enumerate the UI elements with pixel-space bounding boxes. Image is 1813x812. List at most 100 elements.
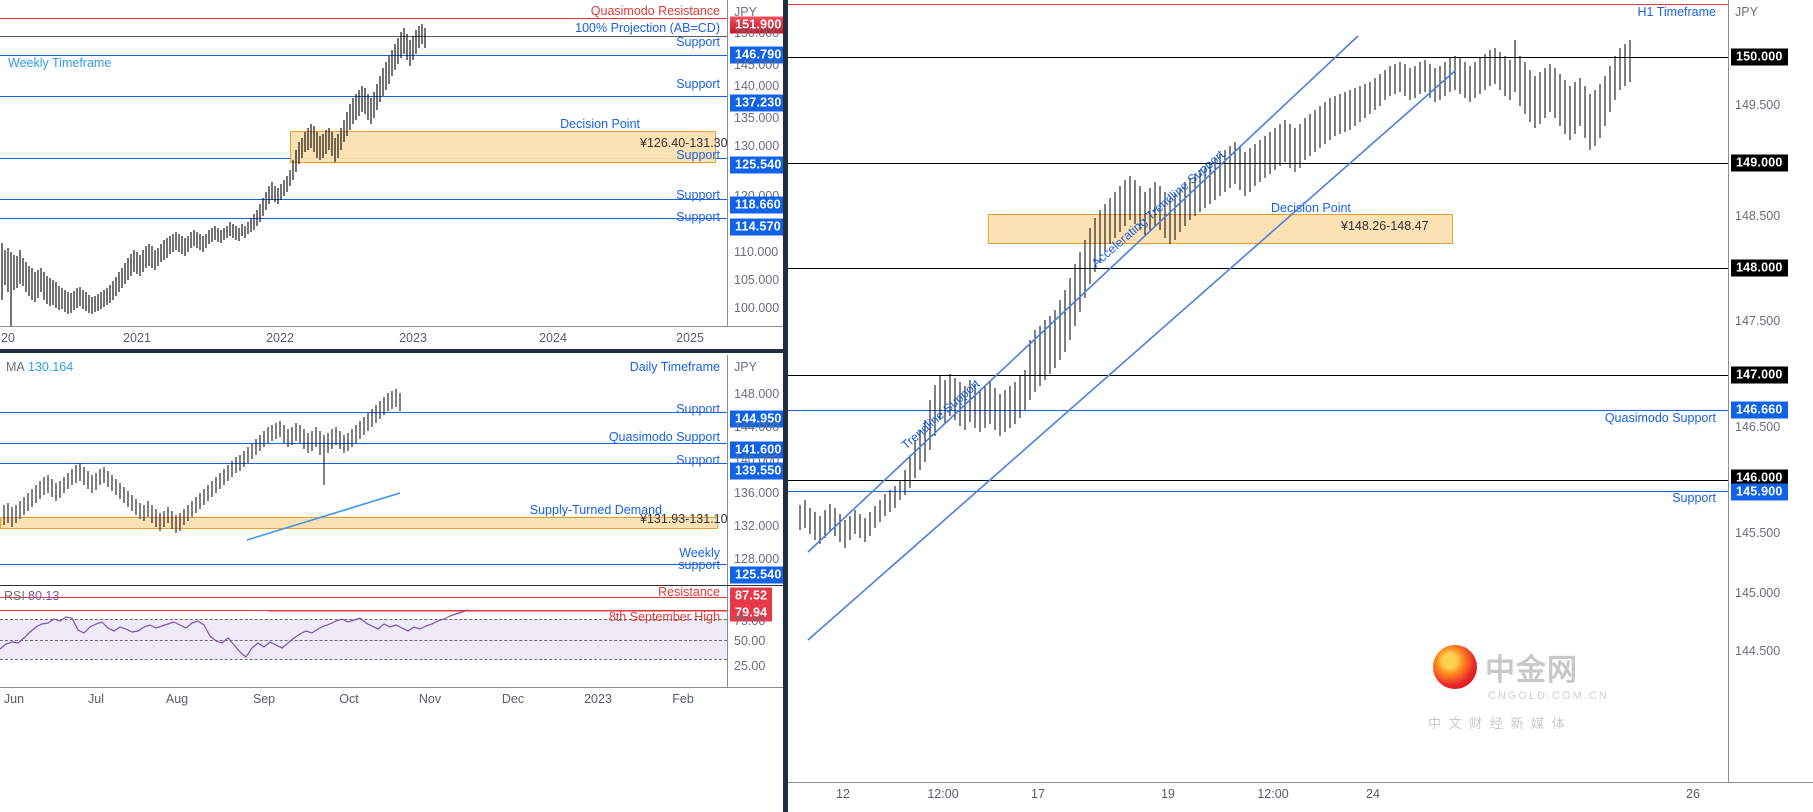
rsi-annot-resistance: Resistance: [658, 586, 720, 599]
daily-xtick-sep: Sep: [252, 692, 276, 706]
daily-time-axis[interactable]: Jun Jul Aug Sep Oct Nov Dec 2023 Feb: [0, 687, 783, 713]
rsi-scale[interactable]: 87.52 79.94 75.00 50.00 25.00: [727, 586, 783, 687]
h1-zone-range-label: ¥148.26-148.47: [1341, 219, 1429, 233]
weekly-plot-area[interactable]: Weekly Timeframe Quasimodo Resistance 10…: [0, 0, 727, 326]
h1-tag-146000: 146.000: [1731, 469, 1788, 487]
daily-price-scale[interactable]: JPY 148.000 144.950 144.000 141.600 140.…: [727, 355, 787, 585]
h1-tag-148000: 148.000: [1731, 259, 1788, 277]
weekly-level-118660: [0, 199, 727, 200]
rsi-ytick-75: 75.00: [734, 614, 766, 628]
rsi-tag-8752: 87.52: [730, 587, 773, 605]
h1-time-axis[interactable]: 12 12:00 17 19 12:00 24 26: [788, 782, 1813, 808]
daily-level-125540: [0, 564, 727, 565]
daily-ytick-136: 136.000: [734, 486, 780, 500]
h1-level-145900: [788, 491, 1728, 492]
weekly-xtick-2024: 2024: [539, 331, 567, 345]
weekly-annot-support-137: Support: [676, 77, 720, 91]
daily-tag-139550: 139.550: [730, 462, 787, 480]
rsi-value: 80.13: [28, 589, 60, 603]
h1-ytick-1450: 145.000: [1735, 586, 1781, 600]
weekly-zone-range-label: ¥126.40-131.30: [640, 136, 727, 150]
weekly-price-series: [1, 24, 426, 326]
daily-xtick-2023: 2023: [584, 692, 612, 706]
daily-annot-weekly-support: support: [678, 558, 720, 572]
daily-ma-value: 130.164: [28, 360, 74, 374]
h1-tag-147000: 147.000: [1731, 366, 1788, 384]
h1-ytick-1475: 147.500: [1735, 314, 1781, 328]
daily-xtick-nov: Nov: [418, 692, 442, 706]
h1-level-148000: [788, 268, 1728, 269]
h1-ytick-1455: 145.500: [1735, 526, 1781, 540]
h1-top-red-line: [788, 4, 1728, 5]
cngold-tagline-text: 中 文 财 经 新 媒 体: [1428, 716, 1567, 731]
daily-plot-area[interactable]: Daily Timeframe Support Quasimodo Suppor…: [0, 355, 727, 585]
weekly-annot-support-114: Support: [676, 210, 720, 224]
daily-annot-quasimodo-support: Quasimodo Support: [608, 430, 720, 444]
daily-panel: Daily Timeframe Support Quasimodo Suppor…: [0, 355, 787, 585]
weekly-tag-137230: 137.230: [730, 94, 787, 112]
weekly-time-axis[interactable]: 20 2021 2022 2023 2024 2025: [0, 326, 783, 352]
h1-xtick-1200b: 12:00: [1257, 787, 1289, 801]
weekly-timeframe-label: Weekly Timeframe: [8, 56, 112, 70]
daily-xtick-jul: Jul: [88, 692, 104, 706]
h1-price-series: Accelerating Trendline Support Trendline…: [799, 35, 1631, 641]
rsi-dash-25: [0, 659, 727, 660]
weekly-daily-divider: [0, 349, 783, 353]
h1-ytick-1465: 146.500: [1735, 420, 1781, 434]
daily-annot-weekly: Weekly: [679, 546, 720, 560]
rsi-band: [0, 619, 727, 659]
h1-panel: Accelerating Trendline Support Trendline…: [783, 0, 1813, 812]
rsi-tag-7994: 79.94: [730, 604, 773, 622]
weekly-level-146790: [0, 55, 727, 56]
h1-annot-quasimodo-support: Quasimodo Support: [1604, 411, 1716, 425]
h1-timeframe-label: H1 Timeframe: [1637, 5, 1717, 19]
h1-xtick-24: 24: [1366, 787, 1380, 801]
daily-xtick-oct: Oct: [339, 692, 359, 706]
daily-annot-support-144: Support: [676, 402, 720, 416]
h1-price-scale[interactable]: JPY 150.000 149.500 149.000 148.500 148.…: [1728, 0, 1813, 782]
h1-xtick-1200a: 12:00: [927, 787, 959, 801]
h1-level-146660: [788, 410, 1728, 411]
h1-ytick-1485: 148.500: [1735, 209, 1781, 223]
daily-level-141600: [0, 443, 727, 444]
weekly-xtick-2020: 20: [1, 331, 15, 345]
daily-price-series: [3, 389, 401, 541]
weekly-price-scale[interactable]: JPY 151.900 150.000 146.790 145.000 140.…: [727, 0, 787, 326]
h1-plot-area[interactable]: Accelerating Trendline Support Trendline…: [788, 0, 1728, 782]
weekly-annot-support-125: Support: [676, 148, 720, 162]
weekly-annot-support-146: Support: [676, 35, 720, 49]
daily-tag-144950: 144.950: [730, 410, 787, 428]
daily-level-139550: [0, 463, 727, 464]
daily-xtick-dec: Dec: [501, 692, 525, 706]
cngold-domain-text: CNGOLD.COM.CN: [1488, 690, 1609, 702]
rsi-plot-area[interactable]: RSI 80.13 Resistance 8th September High: [0, 586, 727, 687]
daily-currency-label: JPY: [734, 360, 757, 374]
h1-ytick-1495: 149.500: [1735, 98, 1781, 112]
h1-xtick-19: 19: [1161, 787, 1175, 801]
h1-xtick-17: 17: [1031, 787, 1045, 801]
h1-decision-point-zone: [988, 214, 1453, 244]
weekly-annot-support-118: Support: [676, 188, 720, 202]
weekly-xtick-2022: 2022: [266, 331, 294, 345]
daily-ytick-148: 148.000: [734, 387, 780, 401]
weekly-annot-projection: 100% Projection (AB=CD): [575, 21, 720, 35]
rsi-annot-sep-high: 8th September High: [608, 610, 720, 624]
daily-ytick-144: 144.000: [734, 420, 780, 434]
h1-xtick-26: 26: [1686, 787, 1700, 801]
h1-tag-146660: 146.660: [1731, 401, 1788, 419]
rsi-ytick-25: 25.00: [734, 659, 766, 673]
daily-ytick-132: 132.000: [734, 519, 780, 533]
daily-tag-125540: 125.540: [730, 566, 787, 584]
h1-level-149000: [788, 163, 1728, 164]
weekly-annot-quasimodo-resistance: Quasimodo Resistance: [590, 4, 720, 18]
rsi-dash-50: [0, 640, 727, 641]
rsi-ytick-50: 50.00: [734, 634, 766, 648]
weekly-ytick-110: 110.000: [734, 245, 779, 259]
weekly-ytick-135: 135.000: [734, 111, 780, 125]
daily-annot-supply-turned-demand: Supply-Turned Demand: [529, 503, 662, 517]
weekly-level-projection: [0, 36, 727, 37]
weekly-ytick-140: 140.000: [734, 79, 780, 93]
weekly-panel: Weekly Timeframe Quasimodo Resistance 10…: [0, 0, 787, 353]
h1-xtick-12: 12: [836, 787, 850, 801]
